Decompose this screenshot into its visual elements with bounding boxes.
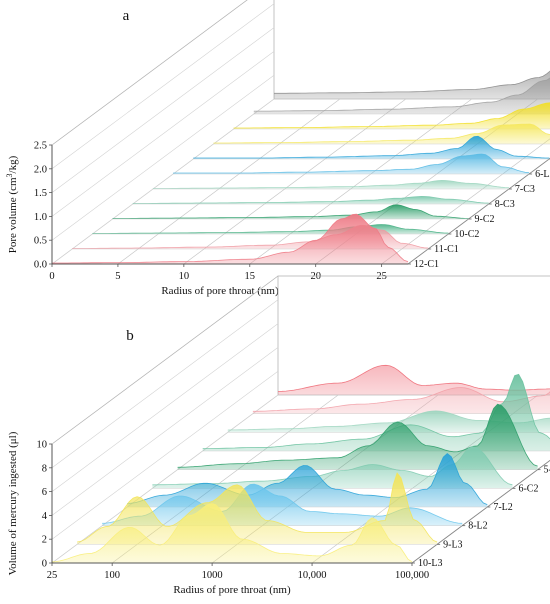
series-label-8-C3: 8-C3 (495, 199, 515, 210)
series-area-6-L2 (173, 154, 530, 174)
x-tick-label: 25 (376, 271, 387, 282)
wall-gridline (51, 51, 275, 217)
series-line-2-L4 (253, 77, 550, 112)
x-tick-label: 25 (47, 570, 58, 581)
wall-gridline (51, 0, 248, 146)
series-label-7-L2: 7-L2 (493, 502, 512, 513)
y-tick-label: 0.5 (34, 236, 47, 247)
wall-gridline (51, 3, 275, 170)
series-area-9-C2 (112, 204, 469, 219)
series-area-2-L4 (253, 78, 550, 114)
series-line-9-C2 (112, 204, 469, 219)
depth-edge (51, 0, 248, 146)
x-tick-label: 20 (310, 271, 321, 282)
wall-gridline (51, 27, 275, 193)
y-tick-label: 6 (42, 487, 47, 498)
wall-gridline (51, 74, 275, 241)
series-label-11-C1: 11-C1 (434, 244, 459, 255)
y-axis-label: Pore volume (cm3/kg) (5, 155, 19, 253)
series-area-5-L2 (193, 136, 550, 159)
series-label-10-C2: 10-C2 (454, 229, 479, 240)
series-label-12-C1: 12-C1 (414, 259, 439, 270)
series-line-5-C2 (177, 403, 538, 468)
series-area-10-C2 (92, 224, 449, 234)
series-line-12-C1 (52, 213, 409, 264)
x-tick-label: 0 (49, 271, 54, 282)
series-line-10-L3 (51, 503, 413, 563)
wall-gridline (51, 98, 275, 265)
y-label-part: Pore volume (cm (7, 177, 19, 253)
x-tick-label: 100,000 (395, 570, 429, 581)
panel-a: 1-L42-L43-L34-L35-L26-L27-C38-C39-C210-C… (5, 0, 550, 297)
series-label-8-L2: 8-L2 (468, 521, 487, 532)
series-area-4-L3 (213, 124, 550, 144)
depth-edge (51, 275, 279, 445)
series-line-2-C1 (252, 387, 550, 412)
y-label-superscript: 3 (5, 173, 14, 177)
series-area-7-C3 (152, 180, 509, 189)
wall-gridline (51, 394, 279, 564)
y-tick-label: 2.0 (34, 164, 47, 175)
floor-gridline (381, 138, 550, 265)
series-label-9-C2: 9-C2 (475, 214, 495, 225)
depth-axis (407, 157, 550, 265)
floor-gridline (117, 98, 341, 265)
series-label-10-L3: 10-L3 (418, 558, 442, 569)
series-line-4-L3 (213, 123, 550, 144)
series-line-1-L4 (274, 70, 550, 94)
series-area-6-C2 (152, 446, 513, 489)
y-label-part: /kg) (7, 155, 19, 173)
wall-gridline (51, 323, 279, 492)
y-tick-label: 2.5 (34, 141, 47, 152)
series-area-1-L4 (274, 71, 550, 99)
series-area-7-L2 (127, 453, 488, 507)
wall-gridline (51, 347, 279, 516)
panel-b: 1-C12-C13-C34-C35-C26-C27-L28-L29-L310-L… (7, 275, 550, 596)
series-line-5-L2 (193, 135, 550, 159)
x-axis-label: Radius of pore throat (nm) (161, 285, 279, 297)
panel-label: b (126, 328, 134, 344)
y-tick-label: 2 (42, 535, 47, 546)
y-tick-label: 0.0 (34, 260, 47, 271)
series-label-6-L2: 6-L2 (535, 169, 550, 180)
x-tick-label: 10 (179, 271, 190, 282)
series-line-7-C3 (152, 179, 509, 189)
series-area-3-C3 (227, 410, 550, 433)
back-wall (273, 0, 550, 100)
series-line-1-C1 (277, 364, 550, 392)
y-tick-label: 1.5 (34, 188, 47, 199)
y-tick-label: 10 (37, 440, 48, 451)
x-tick-label: 5 (115, 271, 120, 282)
x-axis-label: Radius of pore throat (nm) (173, 584, 291, 596)
series-label-6-C2: 6-C2 (518, 483, 538, 494)
y-tick-label: 8 (42, 463, 47, 474)
series-area-1-C1 (278, 365, 550, 395)
series-line-8-C3 (132, 195, 489, 204)
series-line-7-L2 (127, 452, 488, 505)
y-axis-label: Volume of mercury ingested (μl) (7, 431, 19, 575)
series-area-2-C1 (252, 387, 550, 414)
series-label-5-C2: 5-C2 (544, 465, 550, 476)
series-line-10-C2 (92, 224, 449, 234)
wall-gridline (51, 370, 279, 540)
x-tick-label: 10,000 (298, 570, 327, 581)
back-wall (277, 275, 550, 396)
x-tick-label: 15 (245, 271, 256, 282)
x-tick-label: 1000 (202, 570, 223, 581)
series-label-9-L3: 9-L3 (443, 539, 462, 550)
series-label-7-C3: 7-C3 (515, 184, 535, 195)
panel-label: a (123, 8, 130, 24)
series-area-12-C1 (52, 214, 408, 264)
series-line-6-L2 (173, 153, 530, 174)
wall-gridline (51, 299, 279, 469)
y-tick-label: 0 (42, 559, 47, 570)
depth-axis (411, 459, 550, 564)
series-area-10-L3 (52, 503, 412, 563)
x-tick-label: 100 (104, 570, 120, 581)
y-tick-label: 1.0 (34, 212, 47, 223)
y-tick-label: 4 (42, 511, 48, 522)
series-line-3-L3 (233, 102, 550, 129)
